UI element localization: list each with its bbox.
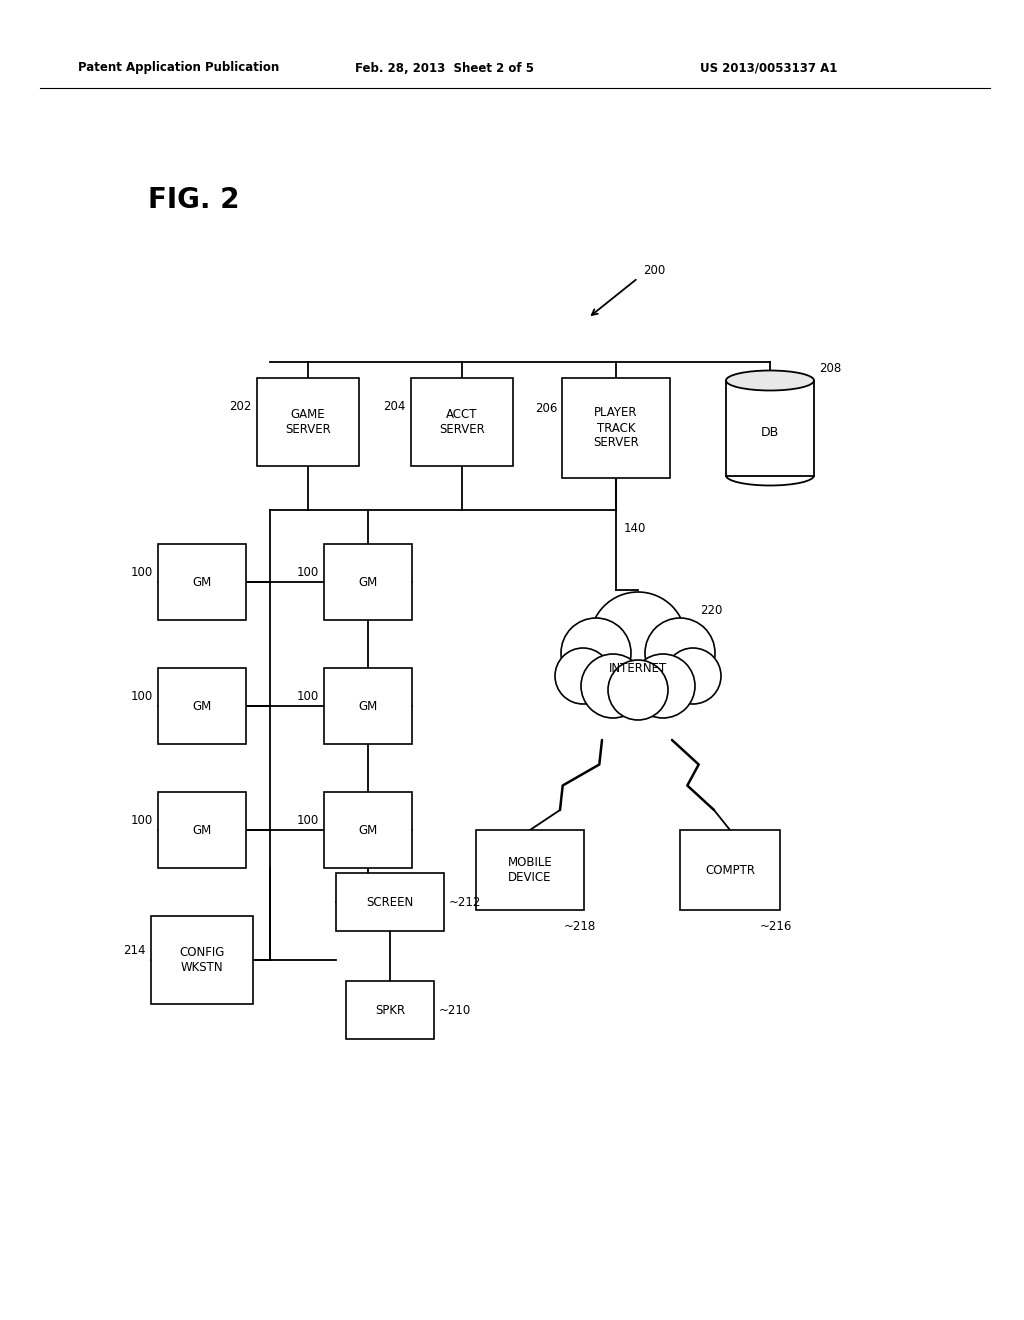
Circle shape [590, 591, 686, 688]
Text: CONFIG
WKSTN: CONFIG WKSTN [179, 946, 224, 974]
Text: ~218: ~218 [564, 920, 596, 932]
Text: SCREEN: SCREEN [367, 895, 414, 908]
Text: FIG. 2: FIG. 2 [148, 186, 240, 214]
Text: ~212: ~212 [449, 895, 481, 908]
FancyBboxPatch shape [324, 544, 412, 620]
Text: Patent Application Publication: Patent Application Publication [78, 62, 280, 74]
Text: 204: 204 [384, 400, 406, 413]
Text: GM: GM [358, 700, 378, 713]
FancyBboxPatch shape [562, 378, 670, 478]
Text: INTERNET: INTERNET [609, 661, 667, 675]
Text: 100: 100 [297, 689, 319, 702]
Bar [726, 380, 814, 475]
Circle shape [555, 648, 611, 704]
FancyBboxPatch shape [680, 830, 780, 909]
Ellipse shape [726, 371, 814, 391]
Circle shape [608, 660, 668, 719]
Text: 140: 140 [624, 521, 646, 535]
FancyBboxPatch shape [158, 792, 246, 869]
FancyBboxPatch shape [411, 378, 513, 466]
Text: COMPTR: COMPTR [705, 863, 755, 876]
Text: 100: 100 [131, 813, 153, 826]
Text: 220: 220 [700, 603, 722, 616]
Circle shape [561, 618, 631, 688]
Circle shape [631, 653, 695, 718]
FancyBboxPatch shape [158, 668, 246, 744]
Text: 208: 208 [819, 362, 842, 375]
Text: 202: 202 [229, 400, 252, 413]
Text: Feb. 28, 2013  Sheet 2 of 5: Feb. 28, 2013 Sheet 2 of 5 [355, 62, 534, 74]
Text: GM: GM [358, 824, 378, 837]
Text: ACCT
SERVER: ACCT SERVER [439, 408, 485, 436]
Text: GM: GM [193, 824, 212, 837]
FancyBboxPatch shape [336, 873, 444, 931]
Text: MOBILE
DEVICE: MOBILE DEVICE [508, 855, 552, 884]
Text: 100: 100 [131, 689, 153, 702]
Text: GM: GM [193, 700, 212, 713]
Text: 100: 100 [131, 565, 153, 578]
Text: 200: 200 [643, 264, 666, 276]
FancyBboxPatch shape [257, 378, 359, 466]
Text: GAME
SERVER: GAME SERVER [285, 408, 331, 436]
FancyBboxPatch shape [158, 544, 246, 620]
Text: ~210: ~210 [439, 1003, 471, 1016]
Circle shape [665, 648, 721, 704]
FancyBboxPatch shape [324, 668, 412, 744]
Text: 206: 206 [535, 401, 557, 414]
Text: 214: 214 [124, 944, 146, 957]
Circle shape [645, 618, 715, 688]
FancyBboxPatch shape [324, 792, 412, 869]
Text: 100: 100 [297, 565, 319, 578]
Text: ~216: ~216 [760, 920, 793, 932]
FancyBboxPatch shape [151, 916, 253, 1005]
Text: DB: DB [761, 426, 779, 440]
Text: SPKR: SPKR [375, 1003, 406, 1016]
FancyBboxPatch shape [346, 981, 434, 1039]
Text: US 2013/0053137 A1: US 2013/0053137 A1 [700, 62, 838, 74]
Text: GM: GM [358, 576, 378, 589]
Text: PLAYER
TRACK
SERVER: PLAYER TRACK SERVER [593, 407, 639, 450]
Text: GM: GM [193, 576, 212, 589]
Circle shape [581, 653, 645, 718]
Text: 100: 100 [297, 813, 319, 826]
FancyBboxPatch shape [476, 830, 584, 909]
